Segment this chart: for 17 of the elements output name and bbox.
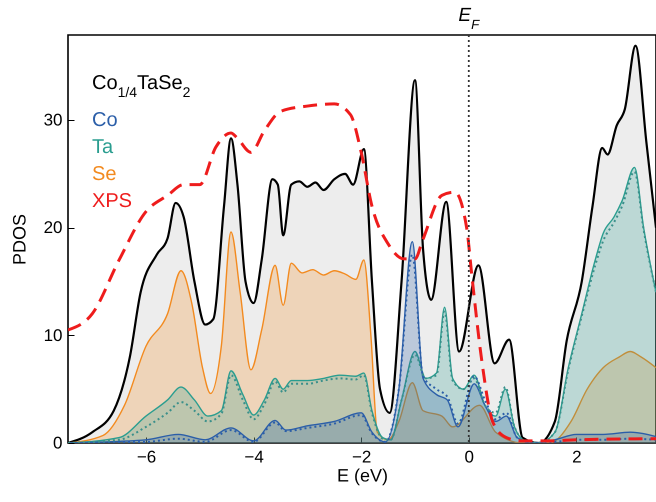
y-tick-label: 20: [44, 218, 62, 238]
y-axis-title: PDOS: [10, 214, 30, 266]
ref-line-label: E$_{F}$: [458, 5, 480, 32]
x-axis-title: E (eV): [336, 466, 388, 486]
x-tick-label: −6: [136, 448, 156, 466]
x-tick-label: 2: [572, 448, 582, 466]
legend-title: Co$_{1/4}$TaSe$_{2}$: [92, 72, 191, 100]
text: Se: [92, 163, 116, 185]
text: Ta: [92, 136, 114, 158]
y-tick-label: 30: [44, 110, 62, 130]
text: Co: [92, 109, 118, 131]
series-label: XPS: [92, 190, 132, 212]
y-tick-label: 10: [44, 326, 62, 345]
x-tick-label: −4: [244, 448, 264, 466]
y-tick-label: 0: [53, 434, 62, 452]
x-tick-label: 0: [464, 448, 474, 466]
x-tick-label: −2: [352, 448, 372, 466]
